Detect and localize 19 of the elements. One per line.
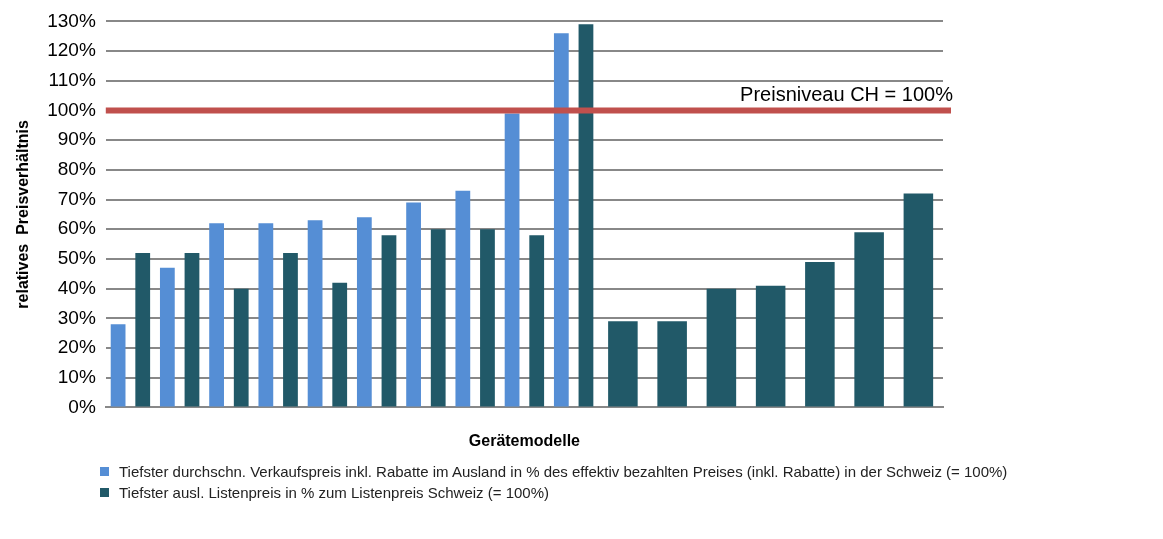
y-tick-label: 130% (47, 9, 96, 31)
y-tick-label: 40% (57, 276, 96, 298)
legend-label: Tiefster ausl. Listenpreis in % zum Listenpreis Schweiz (= 100%) (119, 483, 550, 502)
legend-label: Tiefster durchschn. Verkaufspreis inkl. Rabatte im Ausland in % des effektiv bezahlten Preises (inkl. Rabatte) in der Schweiz (= 100%) (119, 462, 1008, 481)
y-tick-label: 20% (57, 336, 96, 358)
y-axis-title: relatives Preisverhältnis (14, 120, 32, 309)
y-tick-label: 60% (57, 217, 96, 239)
ref-line-label: Preisniveau CH = 100% (740, 82, 954, 105)
y-tick-label: 50% (57, 247, 96, 269)
y-tick-label: 90% (57, 128, 96, 150)
y-tick-label: 80% (57, 158, 96, 180)
y-tick-label: 30% (57, 306, 96, 328)
y-tick-label: 0% (68, 395, 96, 417)
y-tick-label: 100% (47, 98, 96, 120)
y-tick-label: 110% (48, 69, 96, 91)
y-tick-label: 70% (57, 187, 96, 209)
x-axis-title: Gerätemodelle (468, 431, 581, 449)
y-tick-label: 120% (47, 39, 96, 61)
y-tick-label: 10% (57, 365, 96, 387)
